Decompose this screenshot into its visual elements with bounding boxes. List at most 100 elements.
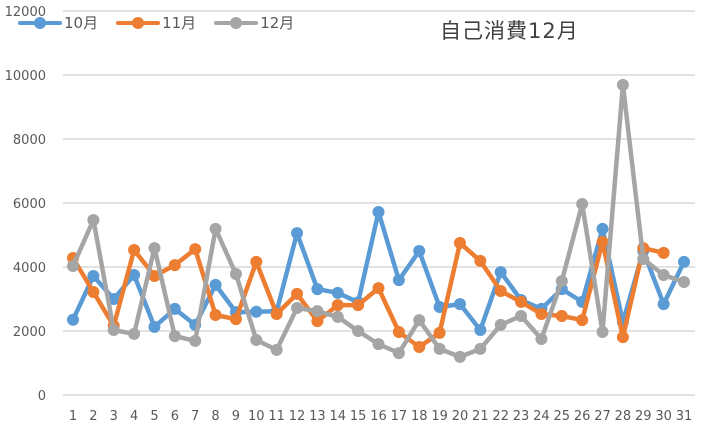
x-tick-label: 17 xyxy=(391,409,408,424)
data-point xyxy=(311,315,324,328)
x-tick-label: 11 xyxy=(268,409,285,424)
data-point xyxy=(596,236,609,249)
data-point xyxy=(128,244,141,257)
data-point xyxy=(209,278,222,291)
data-point xyxy=(229,268,242,281)
data-point xyxy=(474,342,487,355)
y-axis-labels: 0 2000 4000 6000 8000 10000 12000 xyxy=(5,5,46,404)
data-point xyxy=(515,295,528,308)
data-point xyxy=(555,275,568,288)
data-point xyxy=(291,227,304,240)
data-point xyxy=(576,314,589,327)
x-axis-labels: 1 2 3 4 5 6 7 8 9 10 11 12 13 14 15 16 17 18 19 20 21 22 23 24 2… xyxy=(69,409,692,424)
data-point xyxy=(392,325,405,338)
x-tick-label: 5 xyxy=(150,409,158,424)
data-point xyxy=(291,301,304,314)
data-point xyxy=(678,276,690,289)
data-point xyxy=(331,299,344,312)
data-point xyxy=(494,285,507,297)
x-tick-label: 10 xyxy=(248,409,265,424)
data-point xyxy=(311,305,324,318)
x-tick-label: 28 xyxy=(615,409,632,424)
data-point xyxy=(372,282,385,295)
data-point xyxy=(474,254,487,267)
y-tick-label: 2000 xyxy=(13,325,46,340)
x-tick-label: 13 xyxy=(309,409,326,424)
series-11月 xyxy=(67,236,670,353)
x-tick-label: 8 xyxy=(211,409,219,424)
data-point xyxy=(657,246,670,259)
data-point xyxy=(616,331,629,344)
data-point xyxy=(515,309,528,322)
data-point xyxy=(189,243,202,256)
data-point xyxy=(413,314,426,327)
data-point xyxy=(331,310,344,323)
data-point xyxy=(596,222,609,235)
x-tick-label: 20 xyxy=(452,409,469,424)
data-point xyxy=(352,325,365,337)
legend-item-dec: 12月 xyxy=(214,12,294,33)
series-10月 xyxy=(67,205,690,337)
data-point xyxy=(433,326,446,339)
data-point xyxy=(637,253,650,265)
data-point xyxy=(148,320,161,333)
x-tick-label: 16 xyxy=(370,409,387,424)
x-tick-label: 26 xyxy=(574,409,591,424)
data-point xyxy=(229,313,242,326)
data-point xyxy=(128,327,141,340)
x-tick-label: 12 xyxy=(289,409,306,424)
x-tick-label: 4 xyxy=(130,409,138,424)
data-point xyxy=(250,255,263,268)
x-tick-label: 2 xyxy=(89,409,97,424)
series-lines xyxy=(67,78,690,363)
legend-marker-icon xyxy=(214,16,259,29)
data-point xyxy=(168,330,181,343)
data-point xyxy=(209,309,222,321)
y-tick-label: 6000 xyxy=(13,197,46,212)
data-point xyxy=(413,245,426,257)
legend-label: 12月 xyxy=(260,14,295,32)
data-point xyxy=(67,260,79,273)
x-tick-label: 18 xyxy=(411,409,428,424)
data-point xyxy=(413,341,426,353)
data-point xyxy=(168,302,181,315)
x-tick-label: 29 xyxy=(635,409,652,424)
legend-label: 11月 xyxy=(162,14,197,32)
x-tick-label: 19 xyxy=(431,409,448,424)
series-12月 xyxy=(67,78,690,363)
data-point xyxy=(392,274,405,287)
data-point xyxy=(311,283,324,296)
data-point xyxy=(250,333,263,346)
x-tick-label: 31 xyxy=(676,409,693,424)
data-point xyxy=(453,350,466,363)
y-tick-label: 10000 xyxy=(5,69,46,84)
data-point xyxy=(148,269,161,282)
x-tick-label: 22 xyxy=(492,409,509,424)
data-point xyxy=(270,308,283,321)
legend-item-nov: 11月 xyxy=(116,12,196,33)
x-tick-label: 24 xyxy=(533,409,550,424)
data-point xyxy=(189,334,202,347)
x-tick-label: 9 xyxy=(232,409,240,424)
data-point xyxy=(555,309,568,322)
data-point xyxy=(67,313,79,326)
x-tick-label: 25 xyxy=(554,409,571,424)
data-point xyxy=(87,213,100,226)
y-tick-label: 4000 xyxy=(13,261,46,276)
legend-item-oct: 10月 xyxy=(18,12,98,33)
data-point xyxy=(291,287,304,300)
data-point xyxy=(270,343,283,356)
data-point xyxy=(107,324,120,337)
y-tick-label: 12000 xyxy=(5,5,46,20)
legend: 10月 11月 12月 xyxy=(18,12,294,33)
data-point xyxy=(494,318,507,331)
data-point xyxy=(372,338,385,351)
x-tick-label: 23 xyxy=(513,409,530,424)
data-point xyxy=(331,286,344,299)
data-point xyxy=(250,305,263,318)
data-point xyxy=(678,255,690,268)
data-point xyxy=(453,237,466,249)
x-tick-label: 15 xyxy=(350,409,367,424)
data-point xyxy=(392,347,405,360)
